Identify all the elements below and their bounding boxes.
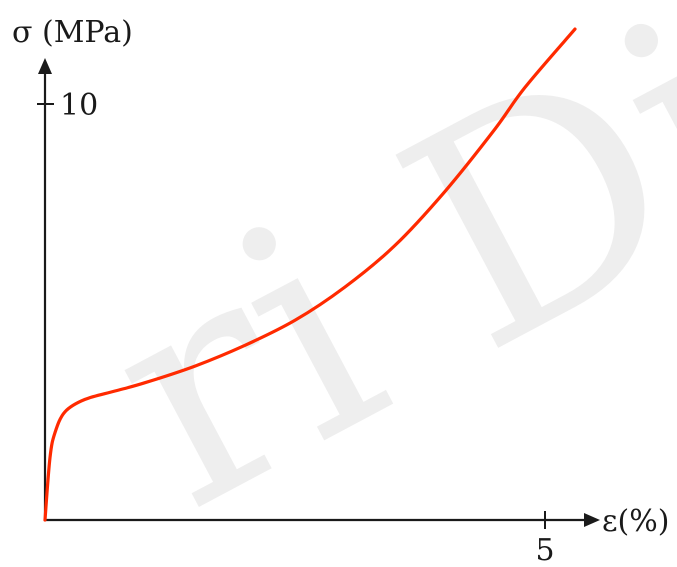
axes (38, 58, 600, 527)
y-axis-label: σ (MPa) (12, 15, 133, 50)
series (43, 27, 577, 522)
x-axis-label: ε(%) (602, 504, 669, 539)
ticks: 5 10 (37, 88, 555, 567)
x-axis-arrowhead (584, 513, 600, 527)
x-tick-label: 5 (535, 533, 554, 567)
y-axis-arrowhead (38, 58, 52, 74)
stress-strain-curve (43, 27, 577, 522)
watermark: ri Dj (57, 0, 677, 567)
y-tick-label: 10 (60, 88, 98, 123)
